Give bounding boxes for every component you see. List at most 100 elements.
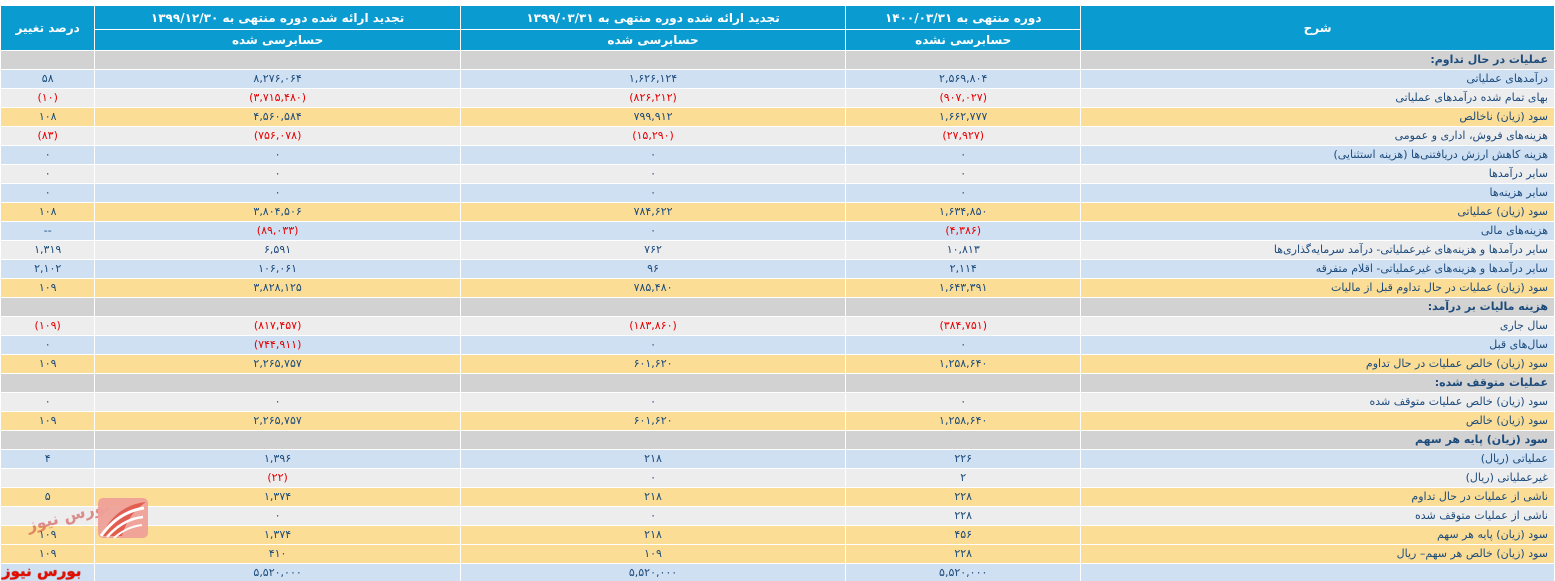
cell-number: (۳۸۴,۷۵۱) [939,319,987,332]
cell-number: ۱,۳۹۶ [264,452,292,465]
value-1399-03-31: ۲۱۸ [460,450,846,468]
value-1399-03-31: ۰ [460,507,846,525]
value-1400-03-31: ۰ [846,146,1081,164]
row-label: سود (زیان) خالص عملیات در حال تداوم [1081,355,1554,373]
row-label: عملیاتی (ریال) [1081,450,1554,468]
financial-statement-table-wrapper: شرح دوره منتهی به ۱۴۰۰/۰۳/۳۱ تجدید ارائه… [0,5,1555,581]
value-1400-03-31: ۲ [846,469,1081,487]
table-row: سایر درآمدها و هزینه‌های غیرعملیاتی- درآ… [1,241,1554,259]
value-1400-03-31: (۴,۳۸۶) [846,222,1081,240]
percent-change: (۱۰) [1,89,95,107]
row-label: ناشی از عملیات در حال تداوم [1081,488,1554,506]
value-1399-03-31: ۱,۶۲۶,۱۲۴ [460,70,846,88]
cell-number: (۸۳) [37,129,58,142]
cell-number: ۰ [274,395,281,408]
value-1400-03-31: (۲۷,۹۲۷) [846,127,1081,145]
cell-number: ۰ [650,186,656,199]
cell-number: (۱۰) [37,91,58,104]
value-1400-03-31: ۱,۶۳۴,۸۵۰ [846,203,1081,221]
cell-number: ۲۱۸ [644,452,662,465]
header-period-1400-03-31: دوره منتهی به ۱۴۰۰/۰۳/۳۱ [846,6,1081,29]
cell-number: ۲۱۸ [644,528,662,541]
value-1399-12-30 [95,298,460,316]
cell-number: ۱۰۹ [38,357,57,370]
percent-change [1,374,95,392]
value-1399-03-31: (۱۵,۲۹۰) [460,127,846,145]
cell-number: (۸۱۷,۴۵۷) [253,319,302,332]
cell-number: ۰ [650,148,656,161]
table-row: سود (زیان) عملیاتی ۱,۶۳۴,۸۵۰ ۷۸۴,۶۲۲ ۳,۸۰۴,… [1,203,1554,221]
cell-number: (۷۵۶,۰۷۸) [253,129,302,142]
percent-change [1,469,95,487]
cell-number: ۰ [274,167,281,180]
header-description: شرح [1081,6,1554,50]
value-1399-03-31 [460,431,846,449]
cell-number: ۵,۵۲۰,۰۰۰ [628,566,678,579]
section-row: عملیات متوقف شده: [1,374,1554,392]
value-1400-03-31: ۲۲۸ [846,507,1081,525]
cell-number: ۱۰۹ [644,547,662,560]
cell-number: ۰ [960,167,967,180]
cell-number: ۴,۵۶۰,۵۸۴ [253,110,302,123]
row-label [1081,564,1554,581]
cell-number: ۰ [960,148,967,161]
percent-change: ۲,۱۰۲ [1,260,95,278]
cell-number: (۱۵,۲۹۰) [632,129,674,142]
cell-number: ۱۰۶,۰۶۱ [258,262,298,275]
cell-number: (۱۸۳,۸۶۰) [629,319,677,332]
value-1400-03-31: ۲۲۸ [846,488,1081,506]
value-1400-03-31 [846,374,1081,392]
value-1400-03-31: ۲,۱۱۴ [846,260,1081,278]
percent-change [1,507,95,525]
cell-number: ۰ [650,471,656,484]
table-row: ناشی از عملیات متوقف شده ۲۲۸ ۰ ۰ [1,507,1554,525]
table-row: درآمدهای عملیاتی ۲,۵۶۹,۸۰۴ ۱,۶۲۶,۱۲۴ ۸,۲۷۶,… [1,70,1554,88]
row-label: عملیات متوقف شده: [1081,374,1554,392]
percent-change: ۱,۳۱۹ [1,241,95,259]
value-1399-12-30: ۲,۲۶۵,۷۵۷ [95,355,460,373]
table-row: سال جاری (۳۸۴,۷۵۱) (۱۸۳,۸۶۰) (۸۱۷,۴۵۷) (۱۰۹) [1,317,1554,335]
row-label: سود (زیان) خالص عملیات متوقف شده [1081,393,1554,411]
value-1400-03-31: ۱,۲۵۸,۶۴۰ [846,412,1081,430]
cell-number: ۱۰,۸۱۳ [946,243,980,256]
cell-number: ۰ [274,186,281,199]
table-row: سود (زیان) خالص هر سهم– ریال ۲۲۸ ۱۰۹ ۴۱۰ ۱۰۹ [1,545,1554,563]
cell-number: ۷۶۲ [644,243,662,256]
percent-change [1,298,95,316]
header-period-1399-12-30: تجدید ارائه شده دوره منتهی به ۱۳۹۹/۱۲/۳۰ [95,6,460,29]
table-row: عملیاتی (ریال) ۲۲۶ ۲۱۸ ۱,۳۹۶ ۴ [1,450,1554,468]
cell-number: ۲ [960,471,967,484]
row-label: سود (زیان) عملیاتی [1081,203,1554,221]
value-1399-03-31: ۷۹۹,۹۱۲ [460,108,846,126]
cell-number: ۲۲۸ [954,509,973,522]
value-1399-12-30: ۰ [95,184,460,202]
value-1399-12-30: ۵,۵۲۰,۰۰۰ [95,564,460,581]
cell-number: ۱,۶۶۲,۷۷۷ [939,110,988,123]
table-row: هزینه کاهش ارزش دریافتنی‌ها (هزینه استثن… [1,146,1554,164]
value-1399-03-31: ۷۸۴,۶۲۲ [460,203,846,221]
value-1399-12-30: (۲۲) [95,469,460,487]
value-1400-03-31 [846,51,1081,69]
table-body: عملیات در حال تداوم: درآمدهای عملیاتی ۲,۵۶… [1,51,1554,581]
row-label: درآمدهای عملیاتی [1081,70,1554,88]
cell-number: ۰ [274,148,281,161]
row-label: سایر درآمدها و هزینه‌های غیرعملیاتی- اقل… [1081,260,1554,278]
value-1399-03-31: ۹۶ [460,260,846,278]
value-1399-03-31: ۶۰۱,۶۲۰ [460,355,846,373]
cell-number: ۱,۲۵۸,۶۴۰ [939,357,988,370]
row-label: بهای تمام شده درآمدهای عملیاتی [1081,89,1554,107]
percent-change: ۴ [1,450,95,468]
cell-number: ۲,۵۶۹,۸۰۴ [939,72,988,85]
percent-change [1,564,95,581]
value-1400-03-31: ۱,۲۵۸,۶۴۰ [846,355,1081,373]
row-label: سال جاری [1081,317,1554,335]
table-row: سایر هزینه‌ها ۰ ۰ ۰ ۰ [1,184,1554,202]
cell-number: (۲۲) [267,471,288,484]
percent-change: ۵ [1,488,95,506]
value-1399-12-30 [95,431,460,449]
cell-number: ۲۲۸ [954,547,973,560]
value-1400-03-31 [846,298,1081,316]
value-1399-03-31 [460,374,846,392]
row-label: سود (زیان) ناخالص [1081,108,1554,126]
section-row: عملیات در حال تداوم: [1,51,1554,69]
